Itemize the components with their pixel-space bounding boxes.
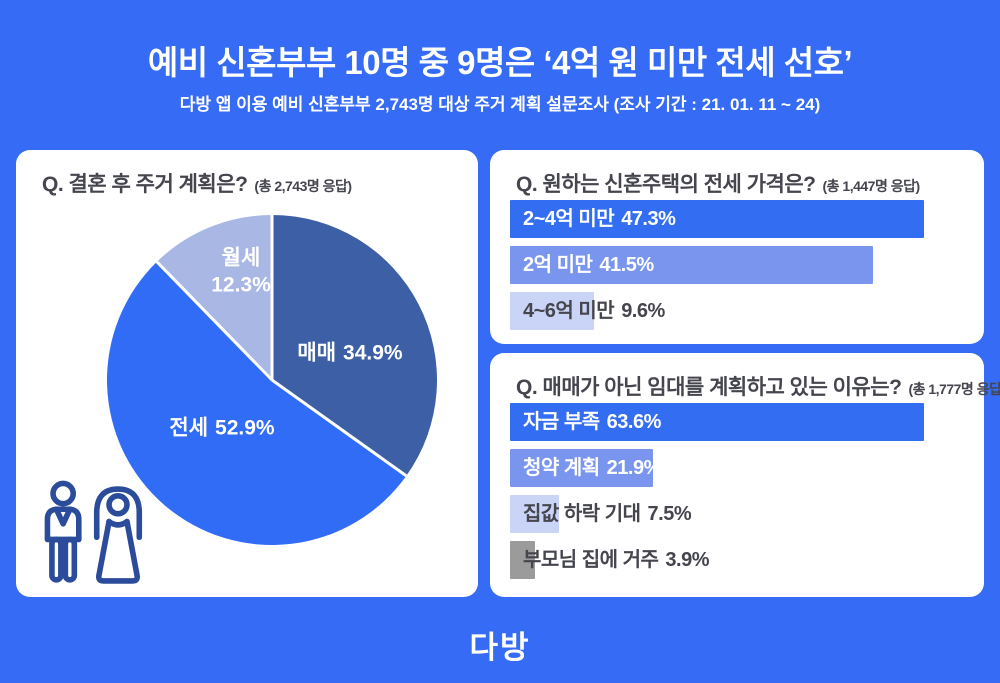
bar-row-live-with-parents: 부모님 집에 거주 3.9% bbox=[510, 541, 924, 579]
newlywed-couple-icon bbox=[44, 480, 143, 584]
bar-row-price-drop-expectation: 집값 하락 기대 7.5% bbox=[510, 495, 924, 533]
bar-fill bbox=[510, 495, 559, 533]
dabang-logo: 다방 bbox=[469, 630, 531, 665]
bar-label: 청약 계획 21.9% bbox=[523, 457, 661, 479]
bar-fill bbox=[510, 292, 595, 330]
bar-label: 2~4억 미만 47.3% bbox=[523, 208, 676, 230]
bar-label: 집값 하락 기대 7.5% bbox=[523, 503, 692, 525]
bar-row-4-6eok: 4~6억 미만 9.6% bbox=[510, 292, 924, 330]
housing-plan-question: Q. 결혼 후 주거 계획은? (총 2,743명 응답) bbox=[42, 168, 352, 198]
housing-plan-card: Q. 결혼 후 주거 계획은? (총 2,743명 응답) 매매 34.9% 전세 5… bbox=[16, 150, 478, 597]
pie-svg bbox=[107, 215, 437, 545]
bar-row-lack-of-funds: 자금 부족 63.6% bbox=[510, 403, 924, 441]
rent-reason-question: Q. 매매가 아닌 임대를 계획하고 있는 이유는? (총 1,777명 응답) bbox=[516, 371, 1000, 401]
bar-row-subscription-plan: 청약 계획 21.9% bbox=[510, 449, 924, 487]
jeonse-price-bar-chart: 2~4억 미만 47.3% 2억 미만 41.5% 4~6억 미만 9.6% bbox=[510, 200, 924, 338]
pie-label-jeonse: 전세 52.9% bbox=[169, 416, 275, 440]
bar-fill bbox=[510, 403, 924, 441]
question-text: Q. 매매가 아닌 임대를 계획하고 있는 이유는? bbox=[516, 376, 902, 399]
question-text: Q. 결혼 후 주거 계획은? bbox=[42, 173, 248, 196]
jeonse-price-card: Q. 원하는 신혼주택의 전세 가격은? (총 1,447명 응답) 2~4억 미… bbox=[490, 150, 984, 344]
housing-plan-pie-chart: 매매 34.9% 전세 52.9% 월세 12.3% bbox=[104, 212, 440, 548]
question-text: Q. 원하는 신혼주택의 전세 가격은? bbox=[516, 173, 816, 196]
bar-fill bbox=[510, 246, 874, 284]
respondents-note: (총 1,777명 응답) bbox=[908, 381, 1000, 397]
page-subtitle: 다방 앱 이용 예비 신혼부부 2,743명 대상 주거 계획 설문조사 (조사… bbox=[179, 95, 821, 114]
bar-fill bbox=[510, 449, 653, 487]
jeonse-price-question: Q. 원하는 신혼주택의 전세 가격은? (총 1,447명 응답) bbox=[516, 168, 920, 198]
bar-fill bbox=[510, 541, 536, 579]
bar-label: 부모님 집에 거주 3.9% bbox=[523, 549, 710, 571]
pie-label-maemae: 매매 34.9% bbox=[297, 341, 403, 365]
bar-fill bbox=[510, 200, 924, 238]
pie-label-wolse: 월세 12.3% bbox=[211, 246, 271, 297]
rent-reason-card: Q. 매매가 아닌 임대를 계획하고 있는 이유는? (총 1,777명 응답) … bbox=[490, 353, 1000, 597]
bar-row-under-2eok: 2억 미만 41.5% bbox=[510, 246, 924, 284]
respondents-note: (총 2,743명 응답) bbox=[254, 178, 352, 194]
rent-reason-bar-chart: 자금 부족 63.6% 청약 계획 21.9% 집값 하락 기대 7.5% 부모님 집… bbox=[510, 403, 924, 587]
bar-label: 4~6억 미만 9.6% bbox=[523, 300, 665, 322]
respondents-note: (총 1,447명 응답) bbox=[822, 178, 921, 194]
bar-label: 자금 부족 63.6% bbox=[523, 411, 661, 433]
page-title: 예비 신혼부부 10명 중 9명은 ‘4억 원 미만 전세 선호’ bbox=[147, 44, 853, 81]
bar-row-2-4eok: 2~4억 미만 47.3% bbox=[510, 200, 924, 238]
bar-label: 2억 미만 41.5% bbox=[523, 254, 654, 276]
